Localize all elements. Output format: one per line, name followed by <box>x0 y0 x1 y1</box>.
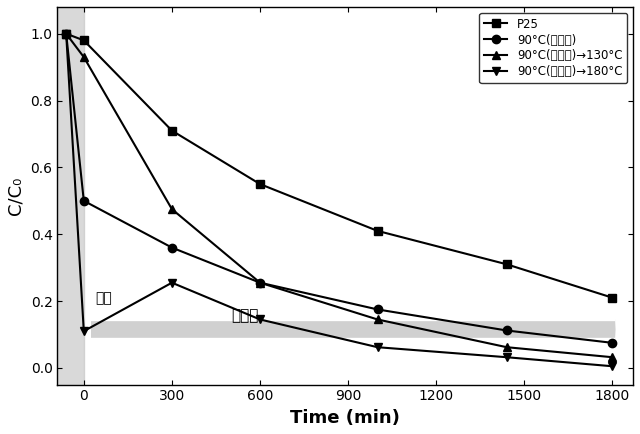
P25 <box>62 31 70 36</box>
90°C(開放系) <box>609 340 616 345</box>
P25 <box>256 181 264 187</box>
90°C(開放系)→180°C <box>62 31 70 36</box>
P25 <box>80 38 88 43</box>
90°C(開放系) <box>62 31 70 36</box>
90°C(開放系)→180°C <box>374 345 381 350</box>
Bar <box>58 7 84 385</box>
90°C(開放系)→130°C <box>256 280 264 285</box>
90°C(開放系) <box>503 328 511 333</box>
90°C(開放系) <box>168 245 176 250</box>
Line: 90°C(開放系)→130°C: 90°C(開放系)→130°C <box>62 30 617 362</box>
90°C(開放系)→180°C <box>609 364 616 369</box>
90°C(開放系)→180°C <box>80 329 88 334</box>
Line: 90°C(開放系): 90°C(開放系) <box>62 30 617 347</box>
Text: 光照射: 光照射 <box>232 308 259 323</box>
90°C(開放系) <box>374 307 381 312</box>
Text: 吸着: 吸着 <box>95 291 112 305</box>
90°C(開放系)→180°C <box>168 280 176 285</box>
Y-axis label: C/C₀: C/C₀ <box>7 177 25 215</box>
Line: 90°C(開放系)→180°C: 90°C(開放系)→180°C <box>62 30 617 371</box>
P25 <box>374 228 381 233</box>
P25 <box>503 262 511 267</box>
90°C(開放系)→130°C <box>62 31 70 36</box>
P25 <box>609 295 616 300</box>
90°C(開放系) <box>256 280 264 285</box>
90°C(開放系)→180°C <box>503 355 511 360</box>
90°C(開放系)→130°C <box>503 345 511 350</box>
X-axis label: Time (min): Time (min) <box>291 409 400 427</box>
90°C(開放系)→130°C <box>609 355 616 360</box>
90°C(開放系)→180°C <box>256 317 264 322</box>
90°C(開放系)→130°C <box>168 207 176 212</box>
90°C(開放系)→130°C <box>80 55 88 60</box>
P25 <box>168 128 176 133</box>
90°C(開放系) <box>80 198 88 204</box>
Line: P25: P25 <box>62 30 617 302</box>
Legend: P25, 90°C(開放系), 90°C(開放系)→130°C, 90°C(開放系)→180°C: P25, 90°C(開放系), 90°C(開放系)→130°C, 90°C(開放… <box>479 13 627 83</box>
90°C(開放系)→130°C <box>374 317 381 322</box>
